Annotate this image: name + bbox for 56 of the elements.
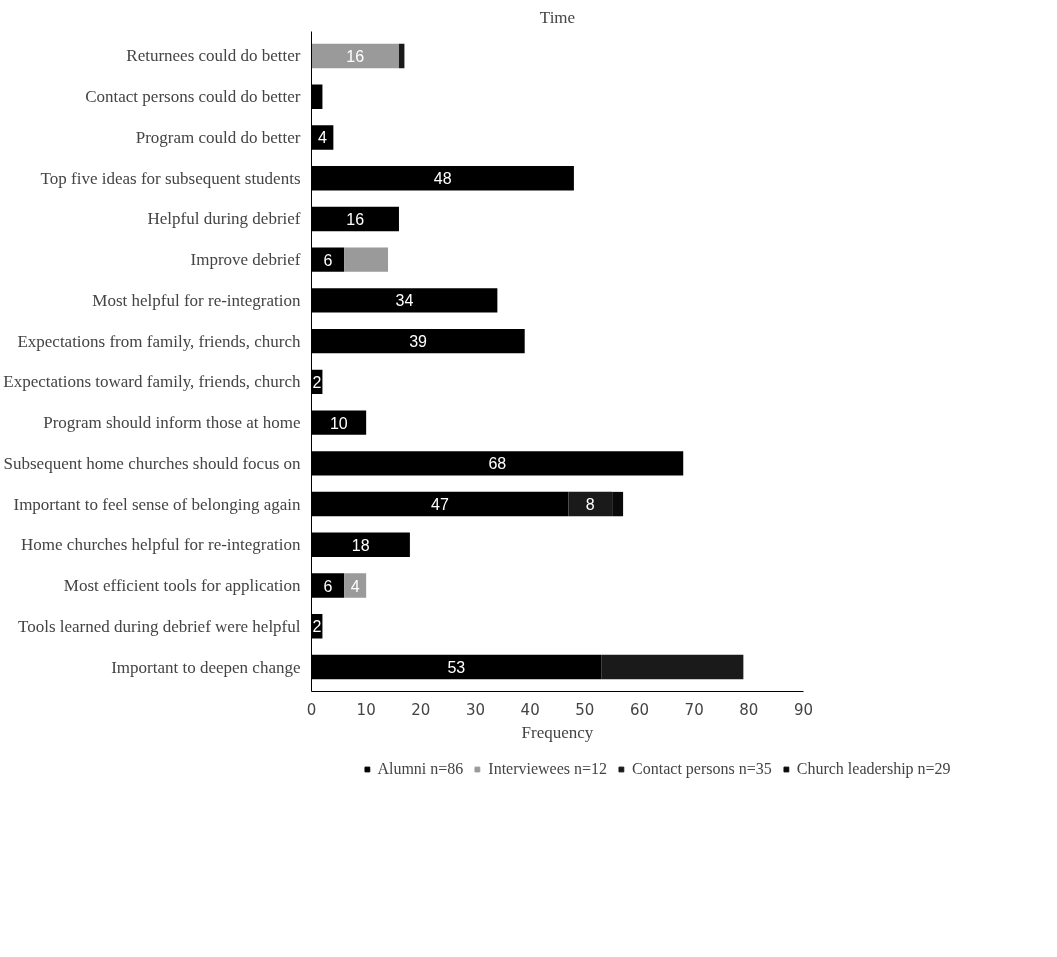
bar <box>568 491 613 517</box>
y-tick-label: Important to deepen change <box>111 657 301 677</box>
data-label: 48 <box>433 170 452 188</box>
y-tick-label: Program could do better <box>135 127 301 147</box>
y-tick-label: Returnees could do better <box>126 46 301 66</box>
chart-title: Time <box>539 7 576 27</box>
data-label: 18 <box>351 536 370 554</box>
y-tick-label: Expectations toward family, friends, church <box>3 372 301 392</box>
y-tick-label: Tools learned during debrief were helpful <box>17 616 301 636</box>
x-tick-label: 90 <box>793 700 814 719</box>
x-tick-label: 70 <box>684 700 704 719</box>
y-tick-label: Improve debrief <box>190 250 301 270</box>
x-tick-label: 60 <box>629 700 650 719</box>
data-label: 16 <box>346 47 365 65</box>
data-label: 39 <box>409 333 428 351</box>
data-label: 2 <box>312 373 322 391</box>
y-tick-label: Contact persons could do better <box>85 87 301 107</box>
data-label: 47 <box>431 496 449 514</box>
x-axis-title: Frequency <box>521 722 594 742</box>
legend-label: Contact persons n=35 <box>632 760 772 778</box>
data-label: 6 <box>323 251 333 269</box>
data-label: 16 <box>346 210 365 228</box>
data-label: 8 <box>585 496 595 514</box>
bar <box>612 491 624 517</box>
x-tick-label: 20 <box>411 700 431 719</box>
bar <box>398 43 405 69</box>
bar <box>311 43 399 69</box>
bar <box>601 654 744 680</box>
x-tick-label: 30 <box>465 700 486 719</box>
data-label: 2 <box>312 618 322 636</box>
x-tick-label: 50 <box>575 700 595 719</box>
bar <box>344 247 389 272</box>
data-label: 4 <box>317 129 327 147</box>
legend-label: Interviewees n=12 <box>488 760 608 778</box>
legend-label: Alumni n=86 <box>377 760 464 778</box>
x-tick-label: 10 <box>356 700 376 719</box>
data-label: 53 <box>447 659 466 677</box>
data-label: 4 <box>350 577 360 595</box>
x-tick-label: 0 <box>306 700 317 719</box>
y-tick-label: Home churches helpful for re-integration <box>21 535 301 555</box>
y-tick-label: Most helpful for re-integration <box>92 290 301 310</box>
data-label: 34 <box>395 292 414 310</box>
y-tick-label: Most efficient tools for application <box>63 576 301 596</box>
y-tick-label: Important to feel sense of belonging again <box>13 494 301 514</box>
x-tick-label: 80 <box>739 700 759 719</box>
y-tick-label: Top five ideas for subsequent students <box>40 168 301 188</box>
y-tick-label: Program should inform those at home <box>43 413 301 433</box>
y-tick-label: Expectations from family, friends, church <box>17 331 301 351</box>
y-tick-label: Helpful during debrief <box>147 209 301 229</box>
x-tick-label: 40 <box>520 700 540 719</box>
y-tick-label: Subsequent home churches should focus on <box>3 453 301 473</box>
data-label: 68 <box>488 455 507 473</box>
legend-label: Church leadership n=29 <box>796 760 951 778</box>
data-label: 6 <box>323 577 333 595</box>
bar <box>344 573 367 598</box>
data-label: 10 <box>329 414 348 432</box>
